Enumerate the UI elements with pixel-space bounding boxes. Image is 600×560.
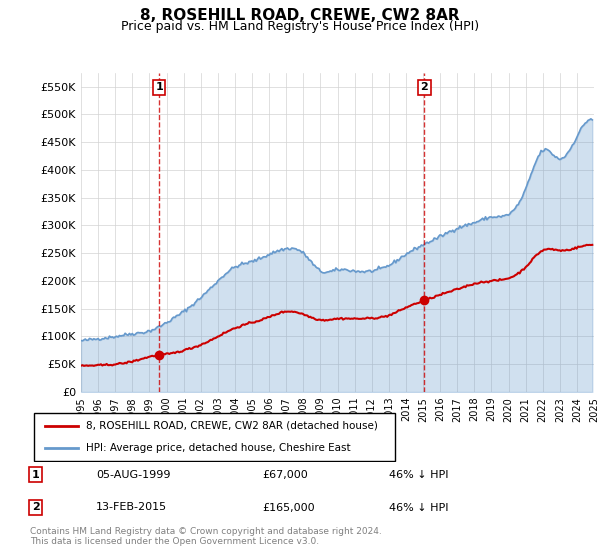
Text: 13-FEB-2015: 13-FEB-2015 xyxy=(96,502,167,512)
Text: HPI: Average price, detached house, Cheshire East: HPI: Average price, detached house, Ches… xyxy=(86,443,350,453)
Text: 2: 2 xyxy=(32,502,40,512)
Text: 46% ↓ HPI: 46% ↓ HPI xyxy=(389,470,448,479)
Text: 05-AUG-1999: 05-AUG-1999 xyxy=(96,470,171,479)
Text: £67,000: £67,000 xyxy=(262,470,308,479)
Text: 8, ROSEHILL ROAD, CREWE, CW2 8AR (detached house): 8, ROSEHILL ROAD, CREWE, CW2 8AR (detach… xyxy=(86,421,377,431)
Text: £165,000: £165,000 xyxy=(262,502,314,512)
Text: 46% ↓ HPI: 46% ↓ HPI xyxy=(389,502,448,512)
FancyBboxPatch shape xyxy=(34,413,395,461)
Text: Contains HM Land Registry data © Crown copyright and database right 2024.
This d: Contains HM Land Registry data © Crown c… xyxy=(30,526,382,546)
Text: Price paid vs. HM Land Registry's House Price Index (HPI): Price paid vs. HM Land Registry's House … xyxy=(121,20,479,32)
Text: 1: 1 xyxy=(155,82,163,92)
Text: 1: 1 xyxy=(32,470,40,479)
Text: 8, ROSEHILL ROAD, CREWE, CW2 8AR: 8, ROSEHILL ROAD, CREWE, CW2 8AR xyxy=(140,8,460,24)
Text: 2: 2 xyxy=(421,82,428,92)
